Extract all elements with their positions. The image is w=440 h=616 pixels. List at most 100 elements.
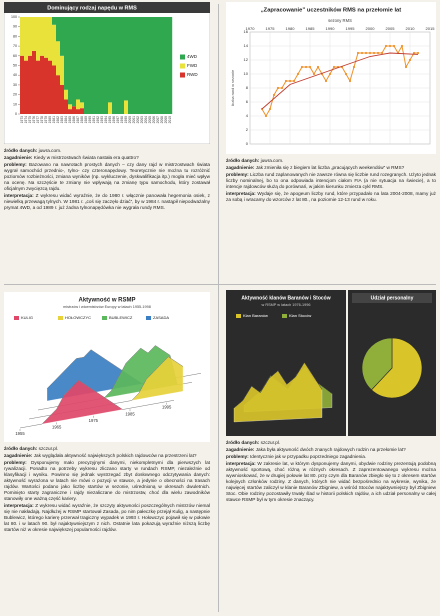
source-text: juwra.com. [38,148,62,153]
legend-label: KULIG [21,315,33,320]
data-point [284,79,288,83]
legend-label: BUBLEWICZ [109,315,133,320]
bar-segment [68,109,73,114]
y-tick-label: 60 [13,54,17,58]
x-tick-label: 2009 [164,116,168,124]
x-tick-label: 1977 [36,116,40,124]
data-point [300,65,304,69]
bar-segment [80,108,85,114]
x-tick-label: 1974 [24,116,28,124]
source-label: źródło danych: [226,158,260,163]
background [226,2,436,154]
paragraph-text: W zakresie lat, w którym dysponujemy dan… [226,461,436,503]
bar-segment [20,17,25,56]
x-tick-label: 1999 [124,116,128,124]
data-point [316,65,320,69]
data-point [324,79,328,83]
x-tick-label: 1995 [108,116,112,124]
x-tick-label: 2002 [136,116,140,124]
bar-segment [60,84,65,114]
bar-segment [64,89,69,100]
bar-segment [76,99,81,110]
paragraph-text: Dysponujemy mało precyzyjnymi danymi, ni… [4,460,210,502]
paragraph: interpretacja: W zakresie lat, w którym … [226,461,436,503]
bar-segment [108,102,113,114]
x-tick-label: 2003 [140,116,144,124]
legend-swatch [236,314,241,318]
paragraph-term: problemy: [4,460,27,466]
chart-title: Aktywność klanów Baranów i Stoców [241,295,330,301]
y-tick-label: 16 [244,29,249,34]
bar-segment [84,17,89,114]
y-tick-label: 4 [246,113,249,118]
bar-segment [32,17,37,51]
paragraph: interpretacja: Z wykresu widać wyraźnie,… [4,503,210,533]
y-tick-label: 8 [246,85,249,90]
data-point [332,65,336,69]
paragraph-text: Jak zmieniła się z biegiem lat liczba „p… [255,165,405,171]
x-tick-label: 1994 [104,116,108,124]
bar-segment [52,65,57,114]
paragraph: problemy: Bazowano na nawrotach prostych… [4,162,210,192]
bar-segment [124,100,129,114]
row-divider [4,284,436,285]
x-tick-label: 1976 [32,116,36,124]
x-tick-label: 1981 [52,116,56,124]
bar-segment [40,17,45,56]
x-tick-label: 1990 [88,116,92,124]
chart-title: Aktywność w RSMP [78,298,135,304]
x-tick-label: 1973 [20,116,24,124]
x-tick-label: 1965 [52,425,62,430]
data-point [380,51,384,55]
bar-segment [96,17,101,114]
bar-segment [140,17,145,114]
paragraph-text: Kiedy w mistrzostwach świata nastała era… [33,155,139,161]
x-tick-label: 1988 [80,116,84,124]
data-point [408,58,412,62]
paragraph-term: problemy: [226,172,249,178]
x-tick-label: 1984 [64,116,68,124]
bar-segment [20,55,25,114]
paragraph-term: interpretacja: [226,461,256,467]
x-tick-label: 1997 [116,116,120,124]
bar-segment [28,55,33,114]
x-tick-label: 1985 [125,411,135,416]
bar-segment [24,17,29,61]
paragraph: interpretacja: Wydaje się, że apogeum li… [226,191,436,203]
bar-segment [56,75,61,114]
x-tick-label: 1983 [60,116,64,124]
x-tick-label: 1980 [48,116,52,124]
x-tick-label: 1992 [96,116,100,124]
x-tick-label: 2005 [386,26,396,31]
source-label: źródło danych: [4,148,38,153]
paragraph-text: Jak wyglądała aktywność największych pol… [33,453,197,459]
paragraph-text: Identycznie jak w przypadku poprzedniego… [249,454,367,460]
data-point [280,86,284,90]
x-tick-label: 1975 [28,116,32,124]
data-point [292,79,296,83]
area-edge [19,379,175,429]
data-point [384,44,388,48]
trend-line [261,52,419,110]
x-tick-label: 2010 [168,116,172,124]
data-point [404,65,408,69]
source-line: źródło danych: juwra.com. [226,158,436,164]
data-point [368,51,372,55]
bar-segment [60,17,65,56]
bar-segment [132,17,137,114]
data-point [376,51,380,55]
paragraph-text: Z wykresu widać wyraźnie, że szczyty akt… [4,503,210,533]
bar-segment [52,17,57,25]
y-tick-label: 40 [13,73,17,77]
bar-segment [76,17,81,100]
paragraph: zagadnienie: Jak zmieniła się z biegiem … [226,165,436,171]
bar-segment [168,17,173,114]
data-point [328,72,332,76]
chart-title: Udział personalny [371,295,414,301]
x-tick-label: 1980 [286,26,296,31]
chart-subtitle: mistrzów i wicemistrzów Europy w latach … [63,305,151,309]
data-point [356,51,360,55]
chart-subtitle: sezony RMS [328,18,352,23]
paragraph-text: Wydaje się, że apogeum liczby rund, któr… [226,191,436,203]
bar-segment [64,99,69,114]
